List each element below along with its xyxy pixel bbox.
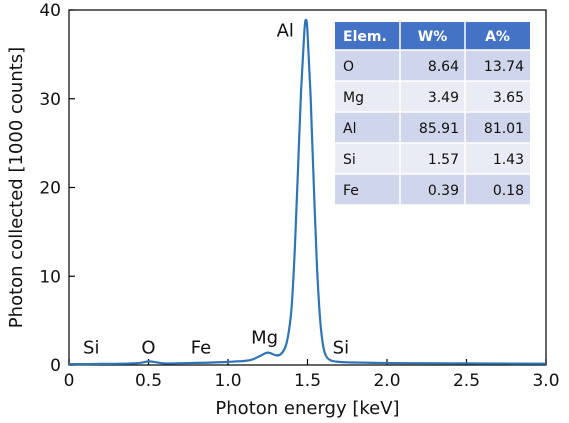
table-row [335,174,530,205]
x-tick-label: 1.5 [294,371,321,391]
table-cell: Al [343,121,356,137]
table-row [335,143,530,174]
peak-label: Fe [191,337,211,358]
x-tick-label: 2.0 [373,371,400,391]
table-cell: 8.64 [428,59,459,75]
table-header-row [335,22,530,50]
y-tick-label: 30 [39,90,61,110]
table-cell: 0.18 [493,183,524,199]
table-cell: 3.65 [493,90,524,106]
table-cell: 81.01 [484,121,524,137]
peak-label: Al [277,21,294,42]
y-tick-label: 10 [39,267,61,287]
table-header-cell: Elem. [343,29,387,45]
peak-label: Si [333,337,349,358]
table-header-cell: W% [418,29,447,45]
y-tick-label: 40 [39,1,61,21]
peak-label: Si [83,337,99,358]
x-tick-label: 2.5 [453,371,480,391]
x-tick-label: 1.0 [214,371,241,391]
table-cell: 1.57 [428,152,459,168]
y-tick-label: 0 [50,356,61,376]
spectrum-line [69,18,547,366]
x-tick-label: 0.5 [135,371,162,391]
table-cell: O [343,59,354,75]
table-row [335,81,530,112]
x-axis-title: Photon energy [keV] [215,398,399,419]
peak-label: Mg [251,328,278,349]
table-row [335,112,530,143]
table-row [335,50,530,81]
y-tick-label: 20 [39,179,61,199]
table-cell: 0.39 [428,183,459,199]
table-cell: Mg [343,90,364,106]
table-cell: 1.43 [493,152,524,168]
table-cell: Si [343,152,356,168]
x-tick-label: 3.0 [532,371,559,391]
peak-label: O [141,337,155,358]
y-axis-title: Photon collected [1000 counts] [6,47,27,328]
table-cell: 13.74 [484,59,524,75]
table-cell: 3.49 [428,90,459,106]
x-tick-label: 0 [64,371,75,391]
table-cell: Fe [343,183,359,199]
table-header-cell: A% [485,29,510,45]
table-cell: 85.91 [419,121,459,137]
